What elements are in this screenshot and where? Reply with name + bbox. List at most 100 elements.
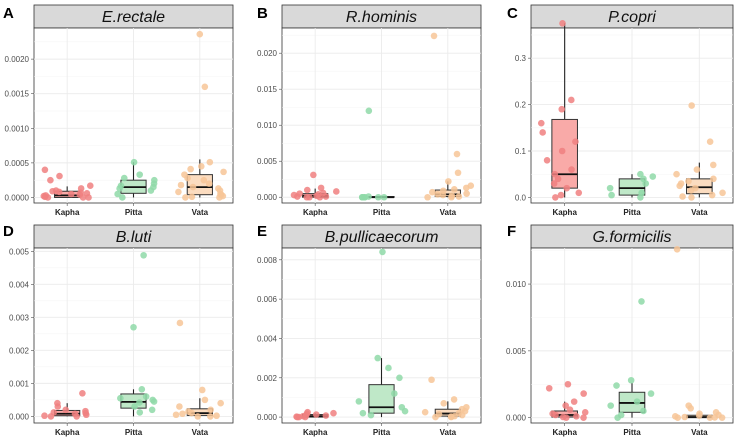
- data-point-vata: [207, 413, 214, 420]
- y-tick-label: 0.0005: [5, 159, 30, 168]
- data-point-vata: [677, 180, 685, 187]
- data-point-kapha: [77, 185, 85, 192]
- y-tick-label: 0.003: [9, 313, 30, 322]
- data-point-pitta: [633, 398, 641, 405]
- data-point-pitta: [617, 411, 625, 419]
- y-tick-label: 0.005: [506, 347, 527, 356]
- facet-title: P.copri: [608, 9, 656, 26]
- y-tick-label: 0.000: [257, 413, 278, 422]
- data-point-vata: [175, 188, 182, 196]
- data-point-vata: [177, 181, 185, 189]
- data-point-pitta: [131, 403, 138, 410]
- data-point-kapha: [303, 193, 311, 201]
- data-point-pitta: [140, 251, 147, 259]
- data-point-vata: [467, 182, 475, 190]
- x-tick-label: Vata: [192, 208, 209, 217]
- panel-letter: A: [3, 5, 14, 22]
- data-point-vata: [450, 396, 458, 403]
- data-point-pitta: [365, 107, 373, 115]
- data-point-vata: [671, 413, 679, 420]
- data-point-kapha: [71, 410, 79, 418]
- y-tick-label: 0.1: [515, 147, 527, 156]
- data-point-pitta: [613, 382, 620, 389]
- data-point-kapha: [573, 413, 580, 420]
- data-point-vata: [194, 413, 202, 420]
- data-point-kapha: [304, 408, 311, 416]
- data-point-vata: [685, 402, 692, 409]
- data-point-kapha: [82, 407, 89, 415]
- data-point-pitta: [148, 406, 156, 414]
- data-point-pitta: [647, 390, 655, 397]
- data-point-kapha: [41, 166, 49, 174]
- data-point-kapha: [312, 411, 320, 418]
- data-point-kapha: [539, 129, 546, 136]
- facet-strip: G.formicilis: [530, 224, 734, 249]
- data-point-vata: [198, 386, 206, 394]
- y-tick-label: 0.0000: [5, 193, 30, 202]
- data-point-kapha: [319, 189, 327, 197]
- data-point-vata: [448, 192, 456, 200]
- y-tick-label: 0.000: [506, 414, 527, 423]
- data-point-vata: [712, 409, 720, 416]
- data-point-vata: [428, 376, 435, 384]
- data-point-kapha: [545, 384, 553, 392]
- data-point-kapha: [83, 190, 91, 197]
- data-point-kapha: [293, 413, 300, 421]
- data-point-kapha: [559, 413, 567, 421]
- y-tick-label: 0.002: [257, 374, 278, 383]
- y-tick-label: 0.020: [257, 49, 278, 58]
- data-point-vata: [673, 170, 680, 178]
- data-point-pitta: [627, 376, 635, 384]
- data-point-pitta: [606, 184, 614, 192]
- data-point-kapha: [50, 409, 58, 416]
- data-point-vata: [421, 408, 429, 416]
- data-point-kapha: [550, 180, 558, 187]
- x-tick-label: Pitta: [373, 428, 391, 437]
- data-point-pitta: [385, 364, 392, 372]
- y-tick-label: 0.005: [257, 157, 278, 166]
- x-tick-label: Pitta: [125, 428, 143, 437]
- data-point-vata: [424, 193, 431, 201]
- data-point-vata: [673, 246, 681, 253]
- y-tick-label: 0.010: [257, 121, 278, 130]
- data-point-vata: [182, 194, 189, 201]
- data-point-kapha: [86, 182, 94, 190]
- data-point-vata: [201, 396, 209, 404]
- data-point-kapha: [580, 414, 587, 421]
- x-tick-label: Kapha: [552, 208, 577, 217]
- panel-b: B R.hominis 0.000 0.005 0.010 0.015 0.020 Kapha…: [257, 4, 482, 217]
- data-point-vata: [176, 403, 183, 410]
- data-point-vata: [205, 180, 213, 187]
- data-point-pitta: [640, 175, 647, 183]
- data-point-kapha: [42, 192, 50, 199]
- data-point-kapha: [549, 410, 556, 417]
- data-point-kapha: [558, 105, 566, 113]
- panel-letter: D: [3, 223, 14, 240]
- data-point-kapha: [332, 188, 340, 195]
- data-point-vata: [709, 161, 717, 169]
- data-point-vata: [181, 171, 188, 178]
- data-point-pitta: [136, 171, 143, 178]
- y-tick-label: 0.015: [257, 85, 278, 94]
- data-point-vata: [454, 169, 462, 177]
- data-point-kapha: [563, 184, 571, 192]
- data-point-pitta: [142, 393, 150, 400]
- y-tick-label: 0.000: [257, 193, 278, 202]
- data-point-vata: [430, 32, 438, 40]
- data-point-pitta: [640, 407, 647, 415]
- data-point-vata: [206, 158, 214, 166]
- panel-letter: C: [507, 5, 518, 22]
- facet-strip: R.hominis: [281, 4, 482, 29]
- y-tick-label: 0.000: [9, 412, 30, 421]
- y-tick-label: 0.005: [9, 247, 30, 256]
- x-tick-label: Pitta: [373, 208, 391, 217]
- facet-title: E.rectale: [102, 9, 165, 26]
- data-point-pitta: [638, 298, 645, 305]
- data-point-vata: [710, 175, 717, 183]
- data-point-vata: [688, 194, 695, 201]
- data-point-vata: [439, 187, 447, 195]
- panel-f: F G.formicilis 0.000 0.005 0.010 Kapha Pitta Va…: [506, 223, 734, 437]
- data-point-pitta: [117, 394, 124, 402]
- data-point-pitta: [637, 170, 644, 178]
